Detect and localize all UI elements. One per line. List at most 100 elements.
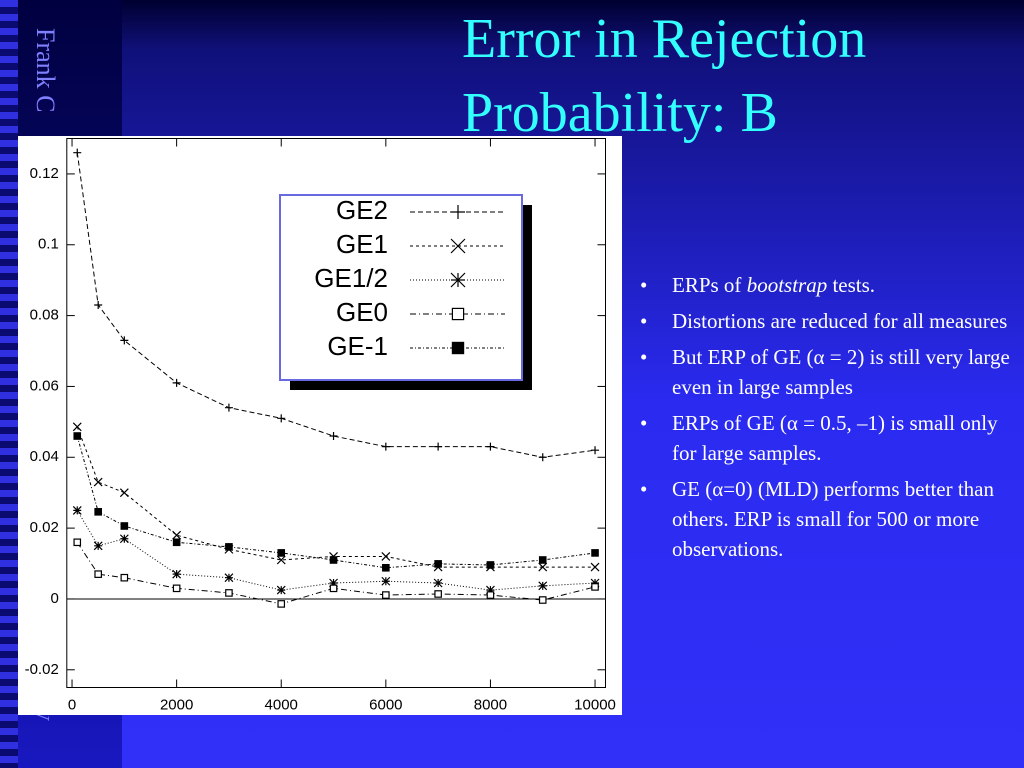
marker	[486, 561, 495, 569]
marker	[538, 453, 547, 462]
bullet-text: tests.	[827, 273, 876, 297]
marker	[381, 442, 390, 451]
bullet-text: Distortions are reduced for all measures	[672, 309, 1008, 333]
y-tick-label: 0.04	[30, 448, 59, 465]
marker	[277, 600, 286, 608]
slide-title: Error in Rejection Probability: B	[462, 2, 866, 150]
y-tick-label: 0	[50, 590, 58, 607]
bullet: But ERP of GE (α = 2) is still very larg…	[640, 342, 1020, 402]
marker	[94, 508, 102, 516]
marker	[224, 573, 234, 583]
chart: -0.02 0 0.02 0.04 0.06 0.08 0.1 0.12 0 2000 4000 60…	[18, 136, 622, 715]
marker	[381, 576, 391, 586]
y-tick-label: 0.02	[30, 519, 59, 536]
marker	[538, 562, 548, 572]
marker	[172, 530, 182, 540]
marker	[382, 563, 390, 572]
marker	[276, 585, 286, 595]
plot-frame	[66, 138, 607, 688]
marker	[172, 378, 181, 387]
marker	[591, 583, 599, 591]
marker	[225, 589, 233, 597]
bullet: ERPs of bootstrap tests.	[640, 270, 1020, 300]
legend	[279, 194, 523, 381]
marker	[329, 578, 338, 588]
marker	[225, 543, 233, 551]
marker	[451, 341, 465, 355]
marker	[486, 591, 495, 599]
y-tick-label: -0.02	[25, 661, 59, 678]
marker	[450, 238, 466, 254]
marker	[329, 584, 338, 593]
marker	[329, 556, 338, 564]
title-line: Probability: B	[462, 82, 778, 144]
marker	[276, 555, 286, 565]
bullet-text: ERPs of	[672, 273, 747, 297]
marker	[434, 442, 443, 451]
bullet-list: ERPs of bootstrap tests. Distortions are …	[640, 270, 1020, 570]
marker	[277, 549, 286, 557]
marker	[538, 581, 548, 591]
x-tick-label: 6000	[369, 696, 402, 713]
marker	[172, 569, 182, 579]
marker	[277, 414, 286, 423]
marker	[73, 538, 82, 547]
bullet-text: bootstrap	[746, 273, 828, 297]
marker	[72, 505, 82, 515]
marker	[486, 585, 495, 595]
marker	[72, 422, 82, 432]
title-line: Error in Rejection	[462, 8, 867, 70]
marker	[172, 538, 181, 547]
marker	[382, 591, 390, 599]
marker	[434, 560, 442, 568]
sidebar-pattern	[0, 0, 18, 768]
x-tick-label: 8000	[474, 696, 507, 713]
marker	[120, 336, 129, 345]
bullet: Distortions are reduced for all measures	[640, 306, 1020, 336]
bullet: GE (α=0) (MLD) performs better than othe…	[640, 474, 1020, 564]
x-tick-label: 2000	[160, 696, 193, 713]
series-line	[76, 542, 596, 605]
sidebar-text: Frank C	[31, 28, 60, 113]
legend-label: GE0	[336, 297, 388, 327]
marker	[94, 570, 102, 578]
marker	[172, 584, 181, 593]
bullet-text: GE (α=0) (MLD) performs better than othe…	[672, 477, 994, 561]
marker	[73, 148, 82, 157]
marker	[433, 578, 443, 588]
legend-label: GE-1	[327, 331, 388, 361]
marker	[119, 488, 129, 498]
x-tick-label: 0	[68, 696, 76, 713]
marker	[381, 552, 391, 561]
series-line	[76, 426, 596, 568]
marker	[329, 432, 338, 441]
marker	[538, 556, 547, 564]
y-tick-label: 0.08	[30, 307, 59, 324]
series-line	[76, 510, 596, 591]
marker	[93, 477, 103, 487]
y-tick-label: 0.12	[30, 165, 59, 182]
marker	[486, 442, 495, 451]
legend-label: GE1	[336, 229, 388, 259]
marker	[119, 534, 129, 544]
marker	[450, 272, 466, 288]
legend-label: GE1/2	[314, 263, 388, 293]
x-tick-label: 4000	[265, 696, 298, 713]
series-line	[76, 152, 596, 458]
x-tick-label: 10000	[574, 696, 616, 713]
y-tick-label: 0.1	[38, 236, 59, 253]
marker	[538, 596, 547, 604]
marker	[591, 446, 600, 455]
marker	[94, 300, 103, 309]
y-tick-label: 0.06	[30, 377, 59, 394]
series-line	[76, 435, 596, 569]
marker	[120, 573, 129, 582]
marker	[451, 307, 465, 321]
marker	[120, 522, 129, 530]
bullet: ERPs of GE (α = 0.5, –1) is small only f…	[640, 408, 1020, 468]
bullet-text: ERPs of GE (α = 0.5, –1) is small only f…	[672, 411, 998, 465]
marker	[591, 549, 599, 557]
marker	[451, 205, 465, 219]
marker	[224, 403, 233, 412]
